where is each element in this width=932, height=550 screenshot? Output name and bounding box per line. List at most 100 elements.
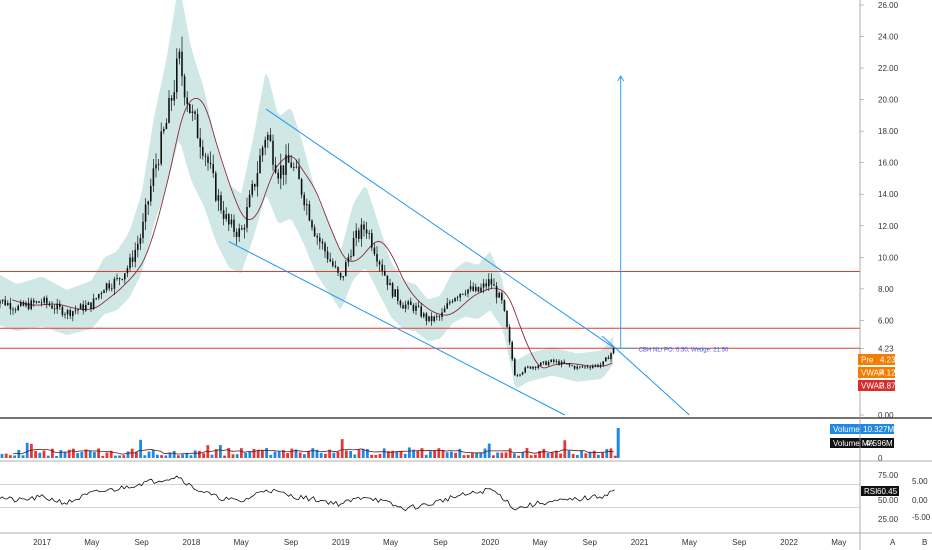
volume-bar bbox=[261, 450, 264, 458]
candle-body bbox=[40, 302, 43, 304]
candle-body bbox=[462, 293, 464, 295]
volume-bar bbox=[332, 452, 336, 458]
time-tick-label: May bbox=[532, 538, 547, 547]
candle-body bbox=[61, 307, 64, 315]
candle-body bbox=[30, 300, 32, 310]
volume-bar bbox=[109, 450, 113, 458]
candle-body bbox=[313, 227, 316, 237]
candle-body bbox=[376, 253, 378, 262]
volume-bar bbox=[282, 450, 285, 458]
volume-bar bbox=[80, 451, 84, 458]
candle-body bbox=[508, 327, 511, 343]
candle-body bbox=[527, 366, 529, 368]
candle-body bbox=[160, 131, 162, 164]
volume-bar bbox=[466, 454, 470, 458]
candle-body bbox=[420, 306, 422, 317]
volume-bar bbox=[597, 454, 600, 458]
rsi-tick-label: 75.00 bbox=[878, 471, 899, 480]
volume-panel[interactable]: Volume 10.327M Volume MA4.596M 0 bbox=[0, 424, 894, 463]
candle-body bbox=[451, 301, 454, 303]
volume-bar bbox=[214, 449, 218, 458]
candle-body bbox=[233, 219, 235, 232]
candle-body bbox=[555, 361, 558, 362]
volume-bar bbox=[555, 450, 558, 458]
volume-bar bbox=[454, 452, 457, 458]
volume-bar bbox=[550, 452, 554, 458]
candle-body bbox=[493, 284, 495, 286]
rsi-badge-label: RSI bbox=[864, 487, 877, 496]
corner-label-a: A bbox=[890, 538, 896, 547]
candle-body bbox=[329, 259, 331, 262]
candle-body bbox=[324, 243, 326, 252]
candle-body bbox=[220, 195, 222, 211]
candle-body bbox=[506, 310, 508, 328]
price-badge bbox=[858, 354, 895, 365]
time-tick-label: 2021 bbox=[631, 538, 649, 547]
volume-bar bbox=[563, 440, 567, 458]
candle-body bbox=[215, 173, 217, 201]
time-tick-label: Sep bbox=[732, 538, 747, 547]
volume-bar bbox=[269, 454, 273, 458]
candle-body bbox=[108, 283, 110, 289]
rsi-tick-label: 25.00 bbox=[878, 515, 899, 524]
candle-body bbox=[358, 230, 360, 239]
volume-bar bbox=[63, 451, 67, 458]
candle-body bbox=[212, 164, 214, 174]
candle-body bbox=[66, 310, 69, 315]
candle-body bbox=[319, 237, 321, 242]
candle-body bbox=[394, 289, 396, 297]
candle-body bbox=[254, 184, 256, 187]
rsi-panel[interactable]: 75.00 50.00 25.00 5.00 0.00 -5.00 RSI 60.45 bbox=[0, 471, 931, 524]
candle-body bbox=[545, 361, 547, 366]
candle-body bbox=[412, 304, 415, 311]
price-tick-label: 26.00 bbox=[878, 1, 899, 10]
volume-bar bbox=[17, 449, 21, 458]
candle-body bbox=[165, 122, 168, 130]
candle-body bbox=[524, 367, 526, 373]
volume-bar bbox=[114, 455, 117, 458]
candle-body bbox=[363, 224, 365, 230]
volume-bar bbox=[525, 448, 529, 458]
candle-body bbox=[272, 140, 274, 165]
volume-bar bbox=[521, 452, 525, 458]
candle-body bbox=[1, 299, 4, 302]
candle-body bbox=[168, 98, 170, 123]
volume-bar bbox=[67, 449, 71, 458]
volume-bar bbox=[424, 454, 428, 458]
volume-bar bbox=[151, 449, 155, 458]
time-tick-label: May bbox=[682, 538, 697, 547]
candle-body bbox=[222, 210, 225, 219]
volume-bar bbox=[307, 451, 310, 458]
volume-bar bbox=[416, 450, 420, 458]
candle-body bbox=[238, 228, 240, 237]
candle-body bbox=[584, 366, 586, 368]
candle-body bbox=[248, 194, 251, 207]
candle-body bbox=[563, 361, 565, 364]
candle-body bbox=[597, 364, 599, 367]
price-badge bbox=[858, 367, 895, 378]
price-panel[interactable] bbox=[0, 0, 860, 416]
candle-body bbox=[352, 237, 355, 256]
candle-body bbox=[373, 247, 376, 254]
candle-body bbox=[579, 366, 581, 368]
volume-badge-value: 10.327M bbox=[863, 425, 894, 434]
candle-body bbox=[64, 314, 66, 316]
candle-body bbox=[209, 162, 212, 165]
candle-body bbox=[514, 359, 516, 376]
volume-bar bbox=[492, 455, 495, 458]
candle-body bbox=[326, 251, 329, 260]
candle-body bbox=[235, 231, 238, 237]
volume-bar bbox=[616, 428, 620, 458]
candle-body bbox=[98, 294, 100, 298]
candle-body bbox=[350, 255, 352, 257]
candle-body bbox=[334, 265, 337, 268]
volume-bar bbox=[366, 449, 369, 458]
candle-body bbox=[48, 303, 51, 306]
volume-badge-label: Volume bbox=[833, 425, 860, 434]
candle-body bbox=[425, 313, 428, 321]
candle-body bbox=[7, 303, 9, 306]
candle-body bbox=[337, 267, 339, 273]
candle-body bbox=[246, 206, 248, 228]
candle-body bbox=[602, 361, 604, 365]
